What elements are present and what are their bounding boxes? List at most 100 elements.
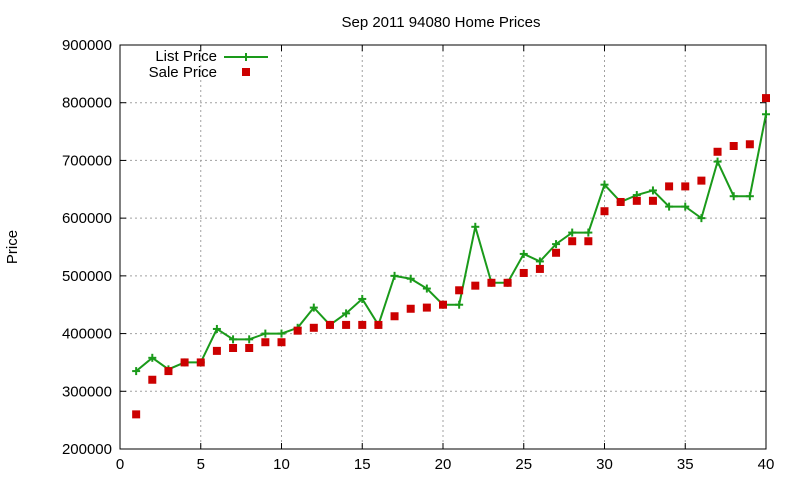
list-price-point xyxy=(406,274,415,283)
y-tick-label: 400000 xyxy=(62,326,112,343)
series-layer xyxy=(132,94,770,419)
sale-price-point xyxy=(681,182,690,191)
sale-price-point xyxy=(713,147,722,156)
x-tick-label: 25 xyxy=(515,456,532,473)
list-price-point xyxy=(471,222,480,231)
sale-price-point xyxy=(180,358,189,367)
list-price-point xyxy=(342,309,351,318)
list-price-point xyxy=(245,335,254,344)
chart-title: Sep 2011 94080 Home Prices xyxy=(341,14,540,31)
sale-price-point xyxy=(471,281,480,290)
sale-price-point xyxy=(390,312,399,321)
list-price-point xyxy=(648,186,657,195)
sale-price-point xyxy=(584,237,593,246)
sale-price-point xyxy=(309,323,318,332)
sale-price-point xyxy=(358,320,367,329)
sale-price-point xyxy=(422,303,431,312)
sale-price-point xyxy=(439,300,447,309)
x-tick-label: 30 xyxy=(596,456,613,473)
x-tick-label: 20 xyxy=(435,456,452,473)
sale-price-point xyxy=(212,346,221,355)
sale-price-point xyxy=(293,326,302,335)
x-tick-label: 5 xyxy=(197,456,205,473)
sale-price-point xyxy=(600,207,609,216)
sale-price-point xyxy=(745,140,754,149)
sale-price-point xyxy=(762,94,770,103)
x-tick-label: 40 xyxy=(758,456,775,473)
list-price-point xyxy=(535,257,544,266)
y-tick-label: 300000 xyxy=(62,383,112,400)
sale-price-point xyxy=(648,196,657,205)
list-price-point xyxy=(132,367,141,376)
legend-marker-list-price xyxy=(242,53,250,61)
list-price-point xyxy=(681,202,690,211)
sale-price-point xyxy=(245,344,254,352)
list-price-point xyxy=(455,300,464,309)
sale-price-point xyxy=(406,304,415,313)
list-price-point xyxy=(422,284,431,293)
sale-price-point xyxy=(616,197,625,206)
list-price-point xyxy=(277,329,286,338)
sale-price-point xyxy=(535,264,544,273)
sale-price-point xyxy=(697,176,706,185)
list-price-point xyxy=(148,353,157,362)
sale-price-point xyxy=(665,182,674,191)
sale-price-point xyxy=(164,367,173,376)
y-axis-label: Price xyxy=(4,230,21,264)
sale-price-point xyxy=(148,375,157,384)
list-price-point xyxy=(261,329,270,338)
list-price-point xyxy=(762,110,770,119)
list-price-point xyxy=(229,335,238,344)
sale-price-point xyxy=(132,410,141,419)
sale-price-point xyxy=(729,142,738,150)
series-line-list-price xyxy=(135,114,767,372)
x-tick-label: 0 xyxy=(116,456,124,473)
list-price-point xyxy=(745,192,754,201)
list-price-point xyxy=(713,157,722,166)
list-price-point xyxy=(665,202,674,211)
list-price-point xyxy=(568,228,577,237)
sale-price-point xyxy=(374,320,383,329)
legend-label-list-price: List Price xyxy=(155,48,217,65)
sale-price-point xyxy=(229,344,238,352)
sale-price-point xyxy=(277,338,286,347)
x-tick-label: 15 xyxy=(354,456,371,473)
sale-price-point xyxy=(552,248,561,257)
list-price-point xyxy=(358,294,367,303)
list-price-point xyxy=(519,249,528,258)
sale-price-point xyxy=(503,278,512,287)
y-tick-label: 200000 xyxy=(62,441,112,458)
x-tick-label: 35 xyxy=(677,456,694,473)
list-price-point xyxy=(309,303,318,312)
sale-price-point xyxy=(487,278,496,287)
sale-price-point xyxy=(342,320,351,329)
grid xyxy=(120,45,766,449)
legend-label-sale-price: Sale Price xyxy=(149,64,217,81)
list-price-point xyxy=(729,192,738,201)
y-tick-label: 900000 xyxy=(62,37,112,54)
y-tick-label: 600000 xyxy=(62,210,112,227)
y-tick-label: 700000 xyxy=(62,152,112,169)
sale-price-point xyxy=(325,320,334,329)
legend: List Price Sale Price xyxy=(149,48,268,81)
axis-ticks: 0 5 10 15 20 25 30 35 40 200000 300000 400000 500000… xyxy=(62,37,774,473)
x-tick-label: 10 xyxy=(273,456,290,473)
list-price-point xyxy=(390,271,399,280)
legend-plus-marker xyxy=(242,53,250,61)
legend-swatch-sale-price xyxy=(242,68,250,76)
list-price-point xyxy=(697,214,706,223)
list-price-point xyxy=(552,240,561,249)
list-price-point xyxy=(584,228,593,237)
sale-price-point xyxy=(632,196,641,205)
y-tick-label: 500000 xyxy=(62,268,112,285)
y-tick-label: 800000 xyxy=(62,95,112,112)
sale-price-point xyxy=(455,286,464,295)
sale-price-point xyxy=(261,338,270,347)
list-price-point xyxy=(212,324,221,333)
list-price-point xyxy=(600,180,609,189)
sale-price-point xyxy=(519,268,528,277)
sale-price-point xyxy=(568,237,577,246)
sale-price-point xyxy=(196,358,205,367)
